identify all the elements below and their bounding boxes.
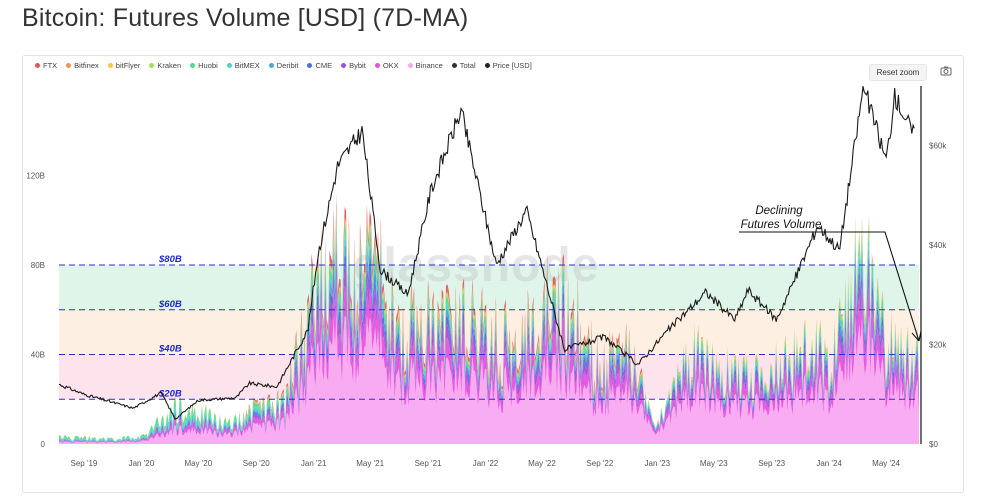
- legend-dot: [451, 63, 457, 68]
- chart-card: glassnode $80B $60B $40B $20B Sep '19 Jan '20 M…: [22, 55, 964, 493]
- legend-dot: [226, 63, 232, 68]
- x-tick-label: May '21: [356, 459, 384, 468]
- y-left-tick-label: 0: [41, 440, 46, 449]
- annotation-line-1: Declining: [755, 205, 803, 217]
- legend-item-okx[interactable]: OKX: [374, 61, 399, 70]
- x-tick-label: May '22: [528, 459, 556, 468]
- legend-label: Binance: [415, 61, 443, 70]
- legend-label: Kraken: [157, 61, 182, 70]
- y-right-tick-label: $60k: [929, 142, 947, 151]
- x-tick-label: Jan '23: [645, 459, 671, 468]
- area-series-binance: [59, 309, 919, 444]
- legend-dot: [107, 63, 113, 68]
- x-tick-label: May '20: [184, 459, 212, 468]
- y-left-tick-label: 40B: [31, 351, 45, 360]
- camera-icon[interactable]: [940, 65, 952, 77]
- legend-label: Deribit: [276, 61, 299, 70]
- x-tick-label: Sep '23: [758, 459, 785, 468]
- legend-dot: [66, 63, 72, 68]
- legend-label: Total: [459, 61, 476, 70]
- legend-item-total[interactable]: Total: [451, 61, 476, 70]
- legend-item-binance[interactable]: Binance: [407, 61, 443, 70]
- chart-legend: FTX Bitfinex bitFlyer Kraken Huobi BitMEX Deri…: [35, 61, 532, 70]
- x-tick-label: Sep '21: [415, 459, 442, 468]
- x-tick-label: Jan '24: [816, 459, 842, 468]
- legend-label: Huobi: [198, 61, 218, 70]
- threshold-label-1: $60B: [158, 299, 182, 310]
- legend-item-bitflyer[interactable]: bitFlyer: [107, 61, 141, 70]
- legend-dot: [149, 63, 155, 68]
- legend-label: OKX: [382, 61, 399, 70]
- legend-dot: [341, 63, 347, 68]
- legend-item-bybit[interactable]: Bybit: [341, 61, 366, 70]
- y-left-tick-label: 80B: [31, 261, 45, 270]
- y-left-tick-label: 120B: [26, 172, 45, 181]
- legend-item-price-usd-[interactable]: Price [USD]: [484, 61, 532, 70]
- y-right-tick-label: $0: [929, 440, 938, 449]
- legend-label: bitFlyer: [115, 61, 141, 70]
- threshold-band-1: [59, 309, 919, 355]
- legend-item-ftx[interactable]: FTX: [35, 61, 57, 70]
- legend-label: Bitfinex: [74, 61, 99, 70]
- legend-item-cme[interactable]: CME: [307, 61, 332, 70]
- annotation-arrowhead: [911, 330, 922, 342]
- threshold-band-0: [59, 265, 919, 310]
- legend-item-kraken[interactable]: Kraken: [149, 61, 181, 70]
- legend-item-huobi[interactable]: Huobi: [190, 61, 218, 70]
- price-line: [58, 86, 915, 420]
- legend-item-bitfinex[interactable]: Bitfinex: [66, 61, 99, 70]
- threshold-label-0: $80B: [158, 254, 182, 265]
- x-tick-label: Jan '20: [129, 459, 155, 468]
- legend-dot: [374, 63, 380, 68]
- legend-dot: [484, 63, 490, 68]
- legend-dot: [307, 63, 313, 68]
- x-tick-label: May '23: [700, 459, 728, 468]
- threshold-label-3: $20B: [158, 388, 182, 399]
- legend-label: Bybit: [349, 61, 366, 70]
- x-tick-label: Sep '22: [586, 459, 613, 468]
- legend-item-deribit[interactable]: Deribit: [268, 61, 299, 70]
- annotation-arrow: [739, 231, 920, 342]
- y-right-tick-label: $20k: [929, 341, 947, 350]
- legend-dot: [35, 63, 40, 68]
- x-tick-label: Jan '21: [301, 459, 327, 468]
- legend-label: Price [USD]: [492, 61, 532, 70]
- x-tick-label: Sep '19: [71, 459, 98, 468]
- legend-item-bitmex[interactable]: BitMEX: [226, 61, 260, 70]
- x-tick-label: May '24: [872, 459, 900, 468]
- y-right-tick-label: $40k: [929, 241, 947, 250]
- legend-dot: [190, 63, 196, 68]
- legend-label: BitMEX: [234, 61, 260, 70]
- reset-zoom-button[interactable]: Reset zoom: [869, 64, 927, 81]
- x-tick-label: Sep '20: [243, 459, 270, 468]
- page-title: Bitcoin: Futures Volume [USD] (7D-MA): [22, 4, 469, 32]
- legend-dot: [407, 63, 413, 68]
- x-tick-label: Jan '22: [473, 459, 499, 468]
- legend-dot: [268, 63, 274, 68]
- annotation-line-2: Futures Volume: [741, 219, 822, 231]
- threshold-label-2: $40B: [158, 344, 182, 355]
- legend-label: FTX: [43, 61, 58, 70]
- legend-label: CME: [315, 61, 333, 70]
